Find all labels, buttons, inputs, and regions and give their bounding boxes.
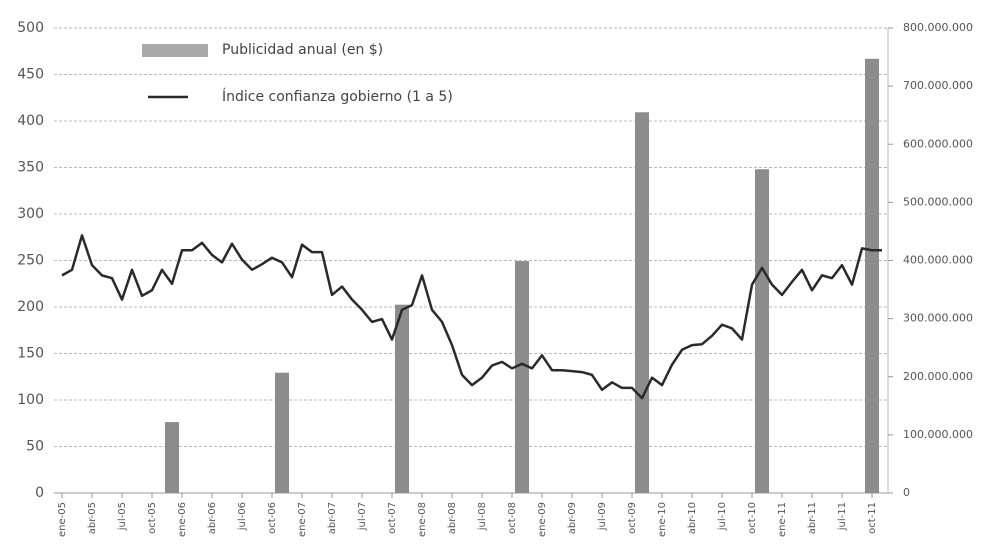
x-tick-label: ene-05 xyxy=(57,502,68,537)
x-tick-label: abr-08 xyxy=(447,502,458,534)
y2-tick-label: 400.000.000 xyxy=(903,254,973,267)
bar xyxy=(515,261,529,493)
x-tick-label: abr-09 xyxy=(567,502,578,534)
y2-tick-label: 600.000.000 xyxy=(903,137,973,150)
y2-tick-label: 200.000.000 xyxy=(903,370,973,383)
x-tick-label: oct-07 xyxy=(387,502,398,534)
y-tick-label: 400 xyxy=(17,113,44,129)
y-tick-label: 100 xyxy=(17,392,44,408)
y2-tick-label: 700.000.000 xyxy=(903,79,973,92)
x-tick-label: ene-07 xyxy=(297,502,308,537)
legend-swatch xyxy=(142,44,208,57)
y-tick-label: 50 xyxy=(26,439,44,455)
x-tick-label: ene-08 xyxy=(417,502,428,537)
bar xyxy=(275,372,289,493)
x-tick-label: jul-09 xyxy=(597,502,608,531)
y-tick-label: 450 xyxy=(17,67,44,83)
y2-tick-label: 300.000.000 xyxy=(903,312,973,325)
x-tick-label: ene-11 xyxy=(777,502,788,537)
x-tick-label: jul-07 xyxy=(357,502,368,531)
bar xyxy=(865,58,879,494)
bar xyxy=(395,304,409,493)
y2-tick-label: 800.000.000 xyxy=(903,21,973,34)
x-tick-label: jul-10 xyxy=(717,502,728,531)
y-tick-label: 200 xyxy=(17,299,44,315)
x-tick-label: jul-11 xyxy=(837,502,848,531)
x-tick-label: oct-10 xyxy=(747,502,758,534)
x-tick-label: jul-05 xyxy=(117,502,128,531)
y2-tick-label: 0 xyxy=(903,486,910,499)
legend-label: Índice confianza gobierno (1 a 5) xyxy=(222,88,453,105)
x-tick-label: abr-10 xyxy=(687,502,698,534)
x-tick-label: ene-06 xyxy=(177,502,188,537)
bar xyxy=(755,169,769,493)
x-tick-label: jul-08 xyxy=(477,502,488,531)
y-tick-label: 350 xyxy=(17,160,44,176)
x-tick-label: oct-09 xyxy=(627,502,638,534)
y-tick-label: 500 xyxy=(17,20,44,36)
legend-label: Publicidad anual (en $) xyxy=(222,42,383,58)
x-tick-label: oct-05 xyxy=(147,502,158,534)
line xyxy=(61,234,882,400)
x-tick-label: oct-11 xyxy=(867,502,878,534)
y-tick-label: 250 xyxy=(17,253,44,269)
x-tick-label: abr-07 xyxy=(327,502,338,534)
bar xyxy=(165,422,179,493)
y-tick-label: 300 xyxy=(17,206,44,222)
y-tick-label: 0 xyxy=(35,485,44,501)
y2-tick-label: 500.000.000 xyxy=(903,195,973,208)
x-tick-label: ene-09 xyxy=(537,502,548,537)
y-tick-label: 150 xyxy=(17,346,44,362)
x-tick-label: abr-05 xyxy=(87,502,98,534)
x-tick-label: oct-06 xyxy=(267,502,278,534)
x-tick-label: jul-06 xyxy=(237,502,248,531)
x-tick-label: abr-06 xyxy=(207,502,218,534)
x-tick-label: oct-08 xyxy=(507,502,518,534)
x-tick-label: abr-11 xyxy=(807,502,818,534)
bar xyxy=(635,112,649,493)
x-tick-label: ene-10 xyxy=(657,502,668,537)
y2-tick-label: 100.000.000 xyxy=(903,428,973,441)
